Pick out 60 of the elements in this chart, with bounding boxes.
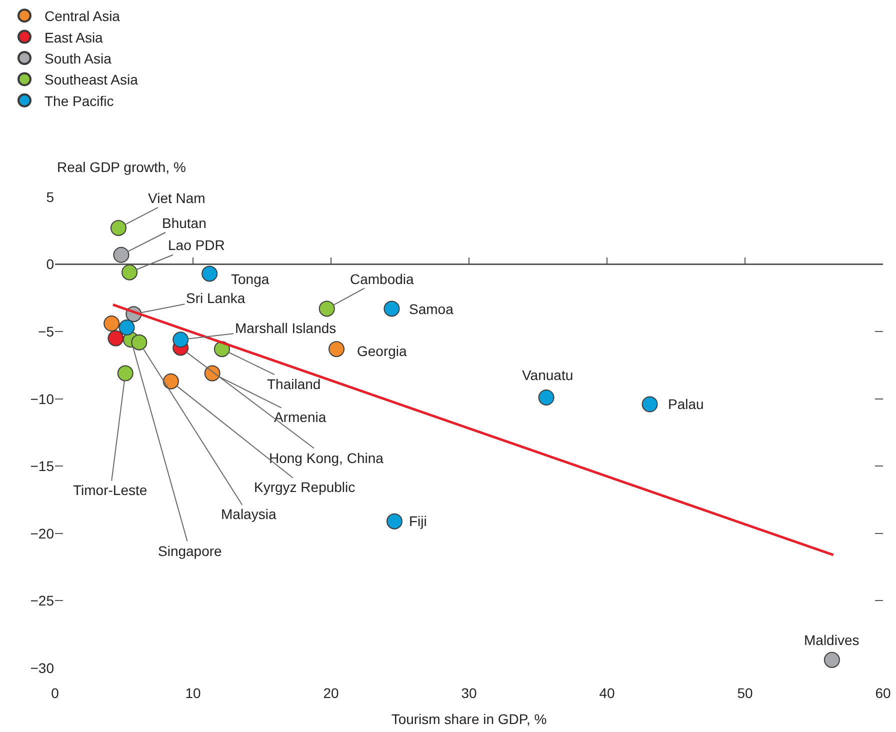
legend-label: Southeast Asia (44, 72, 138, 88)
annotation: Armenia (274, 409, 326, 425)
y-tick-label: 5 (46, 188, 54, 205)
legend-label: The Pacific (44, 92, 114, 109)
annotation: Palau (668, 396, 704, 412)
x-tick-label: 60 (875, 684, 891, 701)
annotation: Sri Lanka (186, 290, 246, 306)
annotation: Cambodia (350, 271, 414, 287)
annotation: Maldives (804, 632, 860, 648)
point (202, 266, 218, 282)
point (104, 316, 120, 332)
legend-label: East Asia (44, 29, 104, 46)
annotation: Vanuatu (522, 367, 574, 383)
annotation: Lao PDR (168, 237, 225, 253)
point (122, 264, 138, 280)
y-tick-label: −10 (30, 390, 54, 407)
point (328, 341, 345, 358)
annotation: Kyrgyz Republic (254, 479, 356, 495)
point (318, 300, 335, 317)
y-tick-label: −30 (30, 660, 54, 676)
legend-label: South Asia (44, 50, 112, 66)
annotation: Singapore (158, 543, 222, 559)
legend-label: Central Asia (44, 8, 120, 24)
x-tick-label: 20 (323, 684, 339, 701)
y-tick-label: −5 (38, 323, 54, 340)
annotation: Thailand (267, 376, 321, 392)
annotation: Samoa (409, 301, 454, 317)
point (172, 332, 189, 348)
annotation: Bhutan (162, 215, 206, 231)
point (108, 330, 124, 346)
point (384, 300, 400, 317)
point (113, 246, 130, 263)
point (538, 390, 554, 406)
annotation: Timor-Leste (73, 482, 148, 498)
point (386, 513, 402, 530)
point (642, 396, 658, 412)
annotation: Georgia (357, 343, 408, 359)
point (118, 320, 135, 336)
annotation: Viet Nam (148, 190, 206, 206)
y-tick-label: −25 (30, 592, 54, 609)
point (117, 365, 134, 382)
x-axis-title: Tourism share in GDP, % (391, 711, 547, 728)
annotation: Fiji (409, 513, 427, 529)
x-tick-label: 50 (737, 684, 753, 701)
annotation: Tonga (231, 271, 270, 287)
point (162, 373, 179, 390)
point (131, 334, 148, 350)
x-tick-label: 40 (599, 684, 615, 701)
y-tick-label: 0 (46, 256, 54, 272)
x-tick-label: 10 (185, 684, 201, 701)
annotation: Hong Kong, China (269, 450, 384, 466)
x-tick-label: 30 (461, 684, 477, 701)
y-tick-label: −20 (30, 525, 54, 542)
point (824, 652, 840, 668)
y-axis-title: Real GDP growth, % (57, 159, 186, 175)
point (110, 220, 126, 236)
point (204, 365, 220, 382)
y-tick-label: −15 (30, 458, 54, 474)
annotation: Malaysia (221, 506, 276, 522)
annotation: Marshall Islands (235, 320, 336, 336)
